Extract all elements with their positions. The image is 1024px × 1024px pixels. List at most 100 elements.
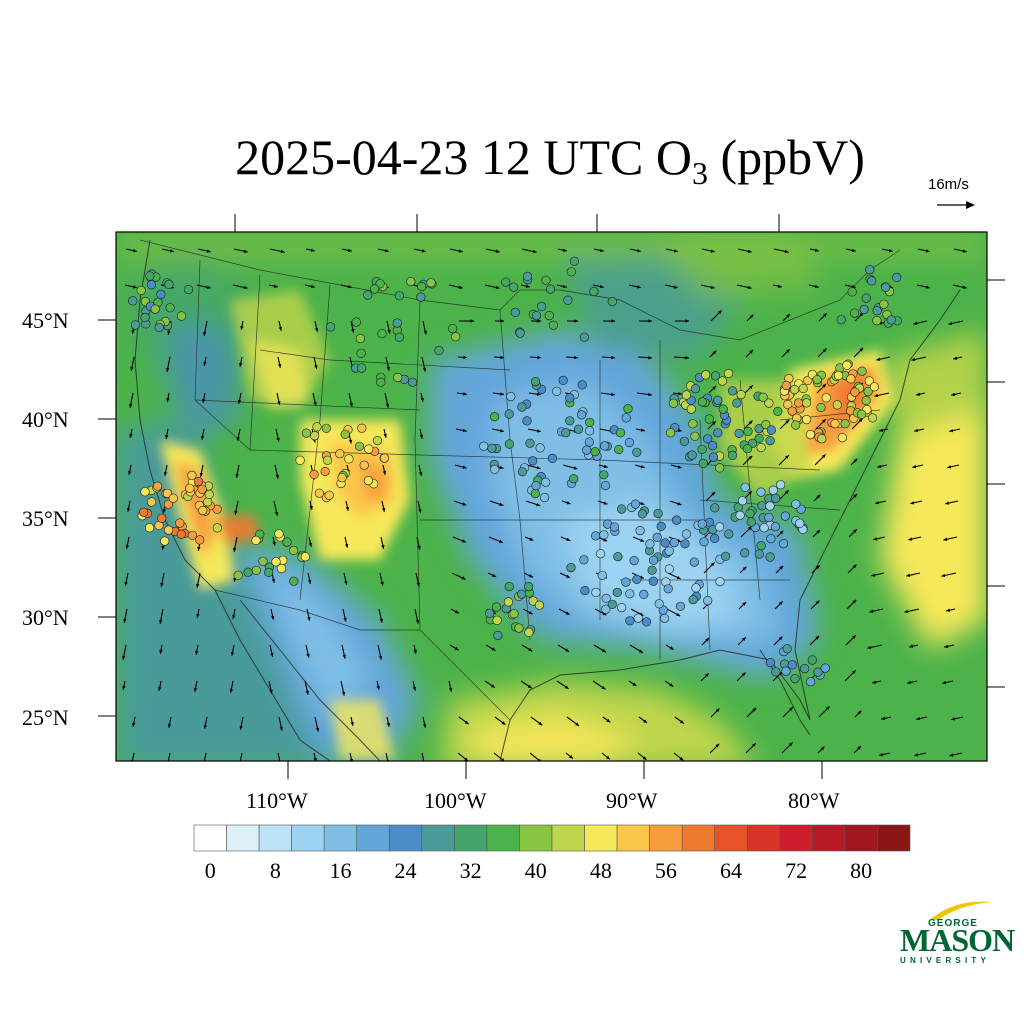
wind-vector-head <box>236 436 241 441</box>
wind-vector-head <box>717 310 722 315</box>
wind-vector-head <box>875 500 880 505</box>
wind-vector-head <box>877 464 882 469</box>
lat-label-30: 30°N <box>22 605 69 630</box>
monitor-site-marker <box>765 501 775 511</box>
monitor-site-marker <box>509 282 519 292</box>
monitor-site-marker <box>621 413 631 423</box>
wind-vector-head <box>461 576 466 580</box>
monitor-site-marker <box>530 377 541 387</box>
wind-vector-head <box>784 249 789 254</box>
wind-vector-head <box>454 646 459 651</box>
monitor-site-marker <box>321 423 331 433</box>
monitor-site-marker <box>340 429 350 439</box>
monitor-site-marker <box>872 306 882 316</box>
monitor-site-marker <box>742 444 753 454</box>
wind-vector-head <box>575 722 580 726</box>
monitor-site-marker <box>697 519 707 529</box>
monitor-site-marker <box>801 415 812 425</box>
colorbar-tick-label: 48 <box>589 858 612 883</box>
monitor-site-marker <box>656 521 666 532</box>
wind-vector-head <box>669 683 674 687</box>
monitor-site-marker <box>856 409 867 419</box>
wind-vector-head <box>606 718 611 723</box>
wind-vector-head <box>350 721 354 726</box>
monitor-site-marker <box>537 301 547 312</box>
monitor-site-marker <box>509 609 519 619</box>
monitor-site-marker <box>282 537 292 547</box>
monitor-site-marker <box>372 436 383 446</box>
wind-vector-head <box>501 721 506 725</box>
wind-vector-head <box>463 355 467 360</box>
wind-vector-head <box>130 366 134 371</box>
wind-vector-head <box>129 403 133 408</box>
monitor-site-marker <box>335 449 345 459</box>
monitor-site-marker <box>264 567 274 578</box>
wind-vector-head <box>752 743 756 747</box>
monitor-site-marker <box>790 673 800 684</box>
wind-vector-head <box>495 249 500 253</box>
monitor-site-marker <box>637 509 648 519</box>
wind-vector-head <box>419 434 424 439</box>
colorbar-swatch <box>584 824 618 852</box>
wind-vector-head <box>916 716 921 721</box>
wind-vector-head <box>448 687 453 692</box>
wind-vector-head <box>566 501 571 505</box>
monitor-site-marker <box>359 460 369 470</box>
monitor-site-marker <box>600 480 611 491</box>
monitor-site-marker <box>780 511 790 521</box>
monitor-site-marker <box>525 438 535 448</box>
wind-vector-head <box>273 284 278 288</box>
monitor-site-marker <box>781 380 791 391</box>
wind-vector-head <box>679 719 684 724</box>
wind-vector-head <box>673 249 678 253</box>
colorbar-swatch <box>258 824 292 852</box>
monitor-site-marker <box>799 663 810 674</box>
wind-vector-head <box>349 402 353 407</box>
monitor-site-marker <box>842 360 852 370</box>
wind-vector-head <box>685 319 689 323</box>
monitor-site-marker <box>491 602 502 612</box>
wind-vector-head <box>705 637 710 642</box>
wind-vector-head <box>638 649 643 653</box>
monitor-site-marker <box>164 525 174 535</box>
monitor-site-marker <box>708 452 719 462</box>
wind-vector-head <box>239 725 243 730</box>
wind-vector-head <box>853 458 858 463</box>
colorbar-tick-label: 56 <box>654 858 677 883</box>
wind-vector-head <box>871 573 876 577</box>
wind-vector-head <box>232 614 236 619</box>
monitor-site-marker <box>515 328 525 338</box>
monitor-site-marker <box>624 437 635 448</box>
wind-vector-head <box>640 428 645 432</box>
monitor-site-marker <box>534 600 545 610</box>
monitor-site-marker <box>544 311 554 321</box>
monitor-site-marker <box>805 430 816 440</box>
monitor-site-marker <box>846 374 856 384</box>
colorbar-swatch <box>193 824 227 852</box>
wind-vector-head <box>676 612 681 617</box>
monitor-site-marker <box>783 399 793 410</box>
wind-vector-head <box>742 566 747 571</box>
monitor-site-marker <box>778 538 789 549</box>
monitor-site-marker <box>765 436 775 446</box>
lat-label-40: 40°N <box>22 407 69 432</box>
monitor-site-marker <box>709 533 720 544</box>
wind-vector-head <box>529 574 534 578</box>
wind-vector-head <box>499 465 504 470</box>
wind-vector-head <box>308 542 313 547</box>
monitor-site-marker <box>607 297 617 307</box>
monitor-site-marker <box>849 308 860 318</box>
wind-vector-head <box>203 331 207 336</box>
monitor-site-marker <box>629 555 639 566</box>
monitor-site-marker <box>612 587 622 598</box>
monitor-site-marker <box>393 372 403 383</box>
monitor-site-marker <box>547 453 558 464</box>
wind-vector-head <box>202 398 206 403</box>
wind-vector-head <box>673 285 678 289</box>
monitor-site-marker <box>566 267 576 277</box>
wind-vector-head <box>852 635 856 639</box>
monitor-site-marker <box>635 525 645 536</box>
wind-vector-head <box>778 671 783 676</box>
wind-vector-head <box>499 502 504 506</box>
monitor-site-marker <box>289 576 299 586</box>
